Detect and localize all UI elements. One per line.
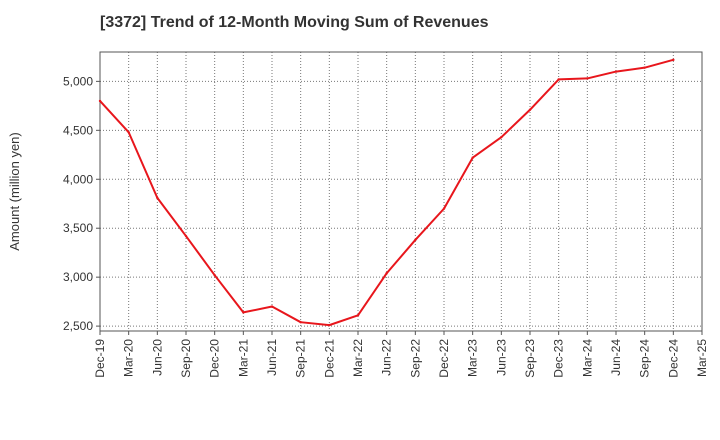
data-point	[156, 196, 159, 200]
x-tick-label: Dec-22	[437, 339, 451, 378]
y-tick-label: 5,000	[63, 74, 93, 88]
x-tick-label: Dec-21	[322, 339, 336, 378]
y-tick-label: 4,000	[63, 172, 93, 186]
data-point	[557, 78, 560, 81]
series-line	[99, 58, 675, 327]
data-point	[385, 272, 388, 275]
x-tick-label: Dec-23	[552, 339, 566, 378]
y-tick-label: 3,500	[63, 221, 93, 235]
data-point	[299, 320, 302, 324]
data-point	[500, 135, 503, 139]
data-point	[528, 108, 532, 111]
series-layer	[98, 58, 675, 327]
data-point	[643, 66, 646, 69]
x-tick-label: Mar-22	[351, 339, 365, 377]
data-point	[328, 323, 331, 327]
y-tick-label: 3,000	[63, 270, 93, 284]
data-point	[213, 274, 216, 277]
plot-area-frame	[99, 51, 703, 332]
data-point	[471, 156, 474, 159]
data-point	[586, 77, 589, 80]
x-tick-label: Sep-20	[179, 339, 193, 378]
x-tick-label: Dec-20	[208, 339, 222, 378]
x-tick-label: Dec-24	[666, 339, 680, 378]
data-point	[270, 305, 274, 308]
x-tick-label: Jun-24	[609, 339, 623, 376]
x-tick-label: Mar-20	[122, 339, 136, 377]
axes: 2,500 3,000 3,500 4,000 4,500 5,000 Dec-19 Mar-…	[63, 74, 709, 377]
x-tick-label: Sep-21	[294, 339, 308, 378]
x-tick-label: Dec-19	[93, 339, 107, 378]
data-point	[672, 58, 675, 62]
x-tick-label: Jun-20	[150, 339, 164, 376]
data-point	[242, 311, 245, 314]
x-tick-label: Jun-21	[265, 339, 279, 376]
x-tick-label: Mar-23	[466, 339, 480, 377]
x-tick-label: Mar-24	[580, 339, 594, 377]
data-point	[614, 70, 618, 73]
x-tick-label: Sep-24	[638, 339, 652, 378]
x-tick-label: Mar-21	[236, 339, 250, 377]
x-tick-label: Sep-22	[408, 339, 422, 378]
data-point	[98, 99, 102, 103]
grid-lines	[100, 52, 702, 331]
data-point	[184, 234, 188, 238]
data-point	[414, 238, 417, 242]
x-tick-label: Jun-23	[494, 339, 508, 376]
data-point	[442, 207, 446, 210]
y-tick-label: 4,500	[63, 123, 93, 137]
x-tick-label: Mar-25	[695, 339, 709, 377]
y-tick-label: 2,500	[63, 319, 93, 333]
x-tick-label: Sep-23	[523, 339, 537, 378]
data-point	[127, 131, 130, 134]
chart-title: [3372] Trend of 12-Month Moving Sum of R…	[100, 14, 489, 31]
data-point	[356, 314, 360, 317]
y-axis-label: Amount (million yen)	[7, 132, 22, 251]
x-tick-label: Jun-22	[380, 339, 394, 376]
